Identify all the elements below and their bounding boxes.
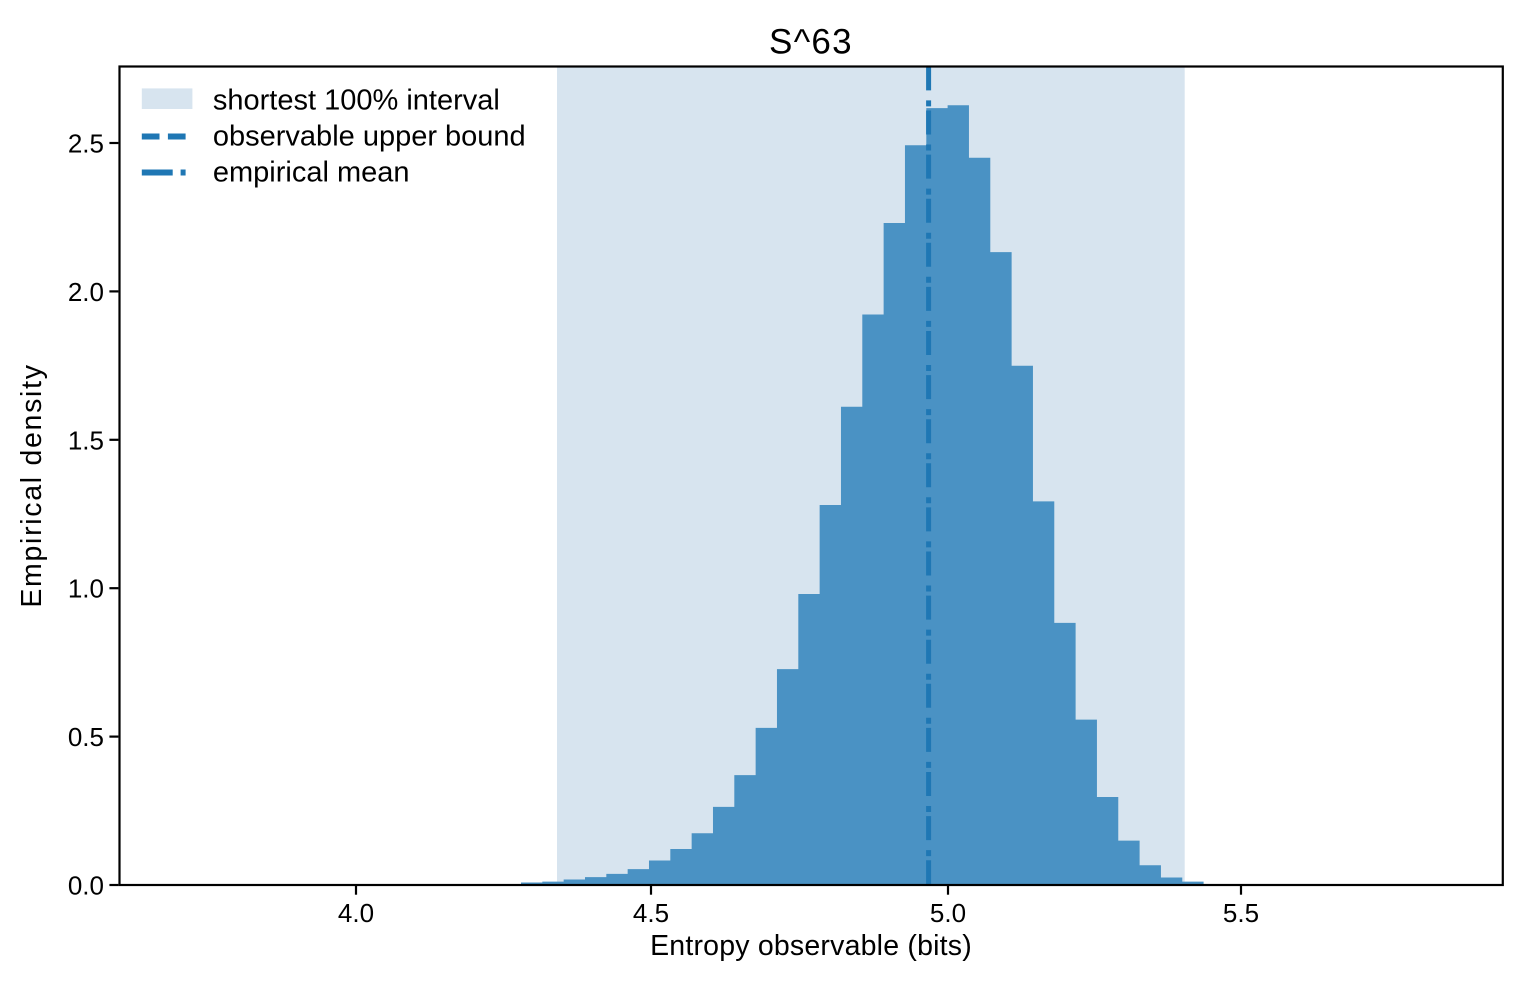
- svg-text:1.0: 1.0: [68, 574, 104, 604]
- svg-text:empirical mean: empirical mean: [213, 157, 410, 189]
- svg-text:S^63: S^63: [769, 23, 853, 62]
- svg-text:observable upper bound: observable upper bound: [213, 121, 526, 153]
- svg-text:2.5: 2.5: [68, 129, 104, 159]
- svg-text:0.0: 0.0: [68, 871, 104, 901]
- svg-text:4.0: 4.0: [338, 898, 374, 928]
- svg-text:Empirical density: Empirical density: [16, 363, 48, 607]
- svg-text:2.0: 2.0: [68, 277, 104, 307]
- svg-text:1.5: 1.5: [68, 425, 104, 455]
- svg-text:4.5: 4.5: [633, 898, 669, 928]
- svg-text:5.0: 5.0: [930, 898, 966, 928]
- svg-text:0.5: 0.5: [68, 722, 104, 752]
- svg-text:shortest 100% interval: shortest 100% interval: [213, 85, 500, 117]
- svg-text:5.5: 5.5: [1223, 898, 1259, 928]
- svg-text:Entropy observable (bits): Entropy observable (bits): [650, 930, 972, 962]
